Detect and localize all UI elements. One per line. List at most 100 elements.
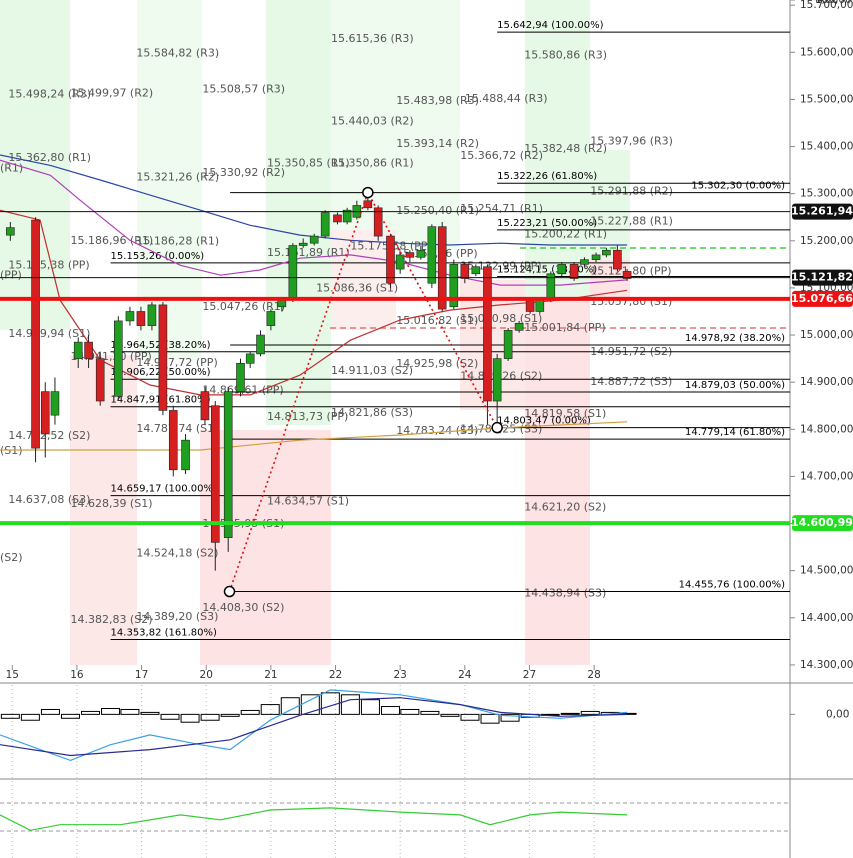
fib-label: 14.455,76 (100.00%) [679, 580, 785, 591]
macd-histogram-bar [260, 704, 280, 715]
fib-label: 14.659,17 (100.00%) [111, 484, 217, 495]
pivot-label: 15.321,26 (R2) [136, 171, 219, 184]
x-tick-label: 22 [329, 669, 342, 681]
candle-body [266, 311, 276, 326]
pivot-label: 15.161,89 (R1) [267, 246, 350, 259]
macd-histogram-bar [280, 697, 300, 715]
zigzag [228, 190, 498, 592]
candle-body [405, 252, 415, 258]
candle-body [460, 264, 470, 279]
x-tick-label: 24 [458, 669, 472, 681]
fib-label: 14.978,92 (38.20%) [685, 333, 785, 344]
price-badge-label: 15.076,66 [791, 292, 853, 305]
macd-histogram-bar [360, 699, 380, 715]
zigzag-point [491, 421, 503, 434]
x-tick-label: 23 [393, 669, 406, 681]
candle-body [373, 207, 383, 237]
pivot-label: 15.350,86 (R1) [331, 157, 414, 170]
pivot-label: 14.772,52 (S2) [8, 429, 90, 442]
pivot-label: 15.086,36 (S1) [316, 281, 398, 294]
zone [266, 0, 331, 425]
macd-histogram-bar [400, 708, 420, 715]
price-badge [792, 269, 853, 286]
pivot-label: 15.020,98 (S1) [460, 312, 542, 325]
moving-average [0, 421, 628, 451]
fib-label: 15.223,21 (50.00%) [497, 218, 597, 229]
x-tick-label: 27 [523, 669, 536, 681]
x-tick-label: 21 [264, 669, 277, 681]
pivot-label: 15.047,26 (R1) [202, 300, 285, 313]
y-tick-label: 0,00 [815, 0, 838, 6]
candle-body [591, 254, 601, 260]
macd-histogram-bar [120, 708, 140, 715]
candle-body [342, 209, 352, 223]
x-tick-label: 15 [6, 669, 19, 681]
candle-body [236, 363, 245, 392]
x-tick-label: 20 [200, 669, 213, 681]
candle-body [569, 264, 579, 279]
pivot-label: 15.254,71 (R1) [460, 202, 543, 215]
fib-label: 14.353,82 (161.80%) [111, 628, 217, 639]
candle-body [437, 226, 447, 310]
candle-body [147, 304, 157, 326]
candle-body [73, 341, 83, 359]
moving-average [0, 209, 628, 396]
fib-label: 15.642,94 (100.00%) [497, 20, 603, 31]
macd-line [0, 689, 628, 762]
y-tick-label: 15.700,00 [800, 0, 853, 11]
y-tick-label: 0,00 [826, 708, 849, 720]
zone [331, 230, 396, 330]
candle-body [158, 304, 168, 411]
y-tick-label: 14.900,00 [800, 376, 853, 388]
macd-histogram-bar [20, 713, 40, 721]
price-badge-label: 15.261,94 [791, 205, 853, 218]
pivot-label: (S2) [0, 551, 23, 564]
pivot-label: 15.488,44 (R3) [465, 92, 548, 105]
macd-line [0, 697, 628, 757]
pivot-label: 15.200,22 (R1) [524, 228, 607, 241]
candle-body [84, 341, 93, 359]
macd-histogram-bar [81, 710, 101, 715]
pivot-label: 14.813,73 (PP) [267, 410, 348, 423]
pivot-label: (PP) [0, 268, 22, 281]
y-tick-label: 14.700,00 [800, 470, 853, 482]
moving-average [0, 159, 628, 286]
y-tick-label: 15.000,00 [800, 329, 853, 341]
pivot-label: 15.483,98 (R3) [396, 94, 479, 107]
pivot-label: 14.637,08 (S3) [8, 493, 90, 506]
pivot-label: 14.408,30 (S2) [202, 601, 284, 614]
candle-body [395, 254, 405, 270]
candle-body [288, 245, 298, 301]
candle-body [483, 266, 492, 402]
pivot-label: 15.250,40 (R1) [396, 204, 479, 217]
candle-body [535, 299, 545, 312]
pivot-label: 15.366,72 (R2) [460, 149, 543, 162]
candle-body [514, 322, 524, 331]
candle-body [309, 235, 319, 244]
candle-body [427, 226, 437, 284]
macd-histogram-bar [500, 713, 520, 722]
macd-histogram-bar [200, 713, 220, 721]
macd-histogram-bar [220, 713, 240, 717]
pivot-label: 14.382,83 (S2) [70, 613, 152, 626]
pivot-label: 14.524,18 (S2) [136, 546, 218, 559]
macd-histogram-bar [420, 710, 440, 715]
candle-body [449, 264, 459, 308]
price-badge-label: 15.121,82 [791, 271, 853, 284]
macd-histogram-bar [480, 713, 500, 724]
candle-body [613, 249, 622, 270]
macd-histogram-bar [440, 713, 460, 717]
pivot-label: 15.508,57 (R3) [202, 82, 285, 95]
candle-body [181, 439, 190, 471]
oscillator-line [0, 807, 628, 831]
pivot-label: 14.628,39 (S1) [70, 497, 152, 510]
candle-body [200, 391, 210, 421]
macd-histogram-bar [60, 713, 80, 719]
macd-histogram-bar [240, 709, 260, 715]
pivot-label: (S1) [0, 444, 23, 457]
macd-histogram-bar [560, 712, 580, 715]
candle-body [320, 212, 330, 237]
candle-body [6, 227, 15, 236]
fib-label: 15.322,26 (61.80%) [497, 171, 597, 182]
